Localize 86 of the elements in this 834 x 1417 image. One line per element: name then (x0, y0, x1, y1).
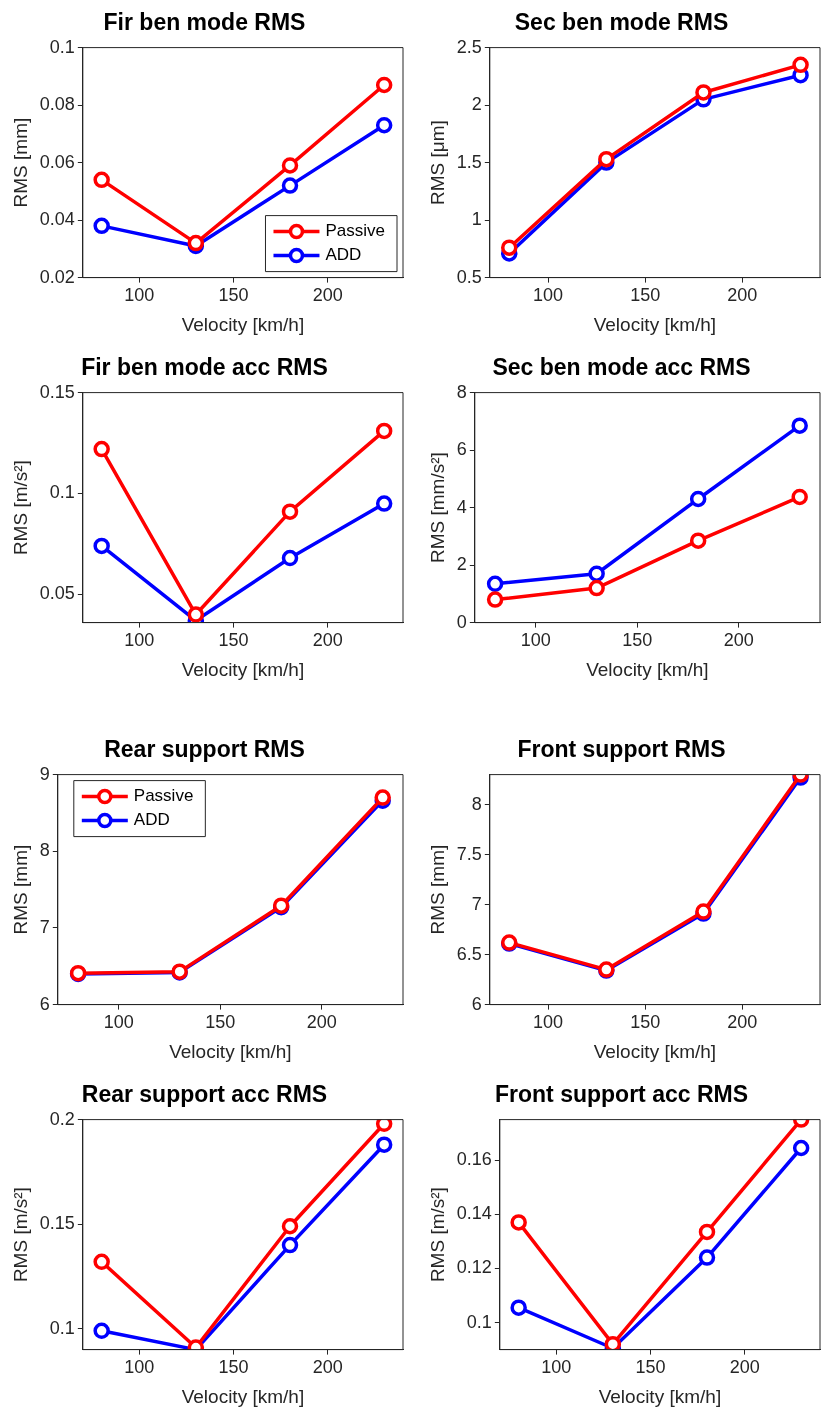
y-axis-title: RMS [m/s²] (9, 1187, 31, 1283)
y-tick-label: 1.5 (456, 151, 482, 172)
y-tick-label: 4 (456, 496, 467, 517)
x-tick-label: 150 (205, 1012, 236, 1033)
y-tick-label: 0.16 (456, 1149, 492, 1170)
chart-title: Rear support RMS (104, 736, 305, 763)
y-tick-label: 0.5 (456, 266, 482, 287)
y-tick-label: 8 (471, 793, 482, 814)
y-tick-label: 2 (471, 94, 482, 115)
x-axis-title: Velocity [km/h] (586, 658, 709, 680)
y-tick-label: 0.12 (456, 1257, 492, 1278)
y-tick-label: 2.5 (456, 36, 482, 57)
y-axis-title: RMS [mm] (426, 844, 448, 935)
y-tick-label: 6 (456, 439, 467, 460)
y-axis-title: RMS [μm] (426, 120, 448, 206)
y-tick-label: 7 (471, 893, 482, 914)
chart-title: Sec ben mode RMS (514, 9, 729, 36)
y-tick-label: 0.2 (49, 1108, 75, 1129)
y-tick-label: 0.1 (466, 1311, 492, 1332)
x-tick-label: 200 (727, 285, 758, 306)
y-axis-title: RMS [mm] (9, 117, 31, 208)
y-axis-title: RMS [m/s²] (9, 460, 31, 556)
x-tick-label: 150 (622, 630, 653, 651)
chart-title: Sec ben mode acc RMS (492, 354, 751, 381)
x-tick-label: 100 (541, 1357, 572, 1378)
y-tick-label: 0.1 (49, 36, 75, 57)
y-tick-label: 7 (39, 916, 50, 937)
chart-title: Front support RMS (517, 736, 726, 763)
y-tick-label: 0.14 (456, 1203, 492, 1224)
x-axis-title: Velocity [km/h] (593, 313, 717, 335)
y-tick-label: 0.1 (49, 1317, 75, 1338)
y-tick-label: 0.1 (49, 482, 75, 503)
chart-title: Fir ben mode RMS (103, 9, 306, 36)
x-axis-title: Velocity [km/h] (181, 658, 305, 680)
y-tick-label: 6.5 (456, 943, 482, 964)
x-tick-label: 200 (729, 1357, 760, 1378)
y-axis-title: RMS [mm] (9, 844, 31, 935)
x-tick-label: 150 (630, 285, 661, 306)
x-axis-title: Velocity [km/h] (593, 1040, 717, 1062)
legend-label: ADD (133, 810, 170, 830)
chart-title: Rear support acc RMS (81, 1081, 328, 1108)
y-tick-label: 0.15 (39, 381, 75, 402)
x-tick-label: 200 (312, 285, 343, 306)
y-tick-label: 6 (39, 993, 50, 1014)
x-tick-label: 100 (124, 630, 155, 651)
legend-label: Passive (133, 786, 194, 806)
y-tick-label: 9 (39, 763, 50, 784)
x-tick-label: 150 (218, 285, 249, 306)
y-tick-label: 0.04 (39, 209, 75, 230)
y-tick-label: 7.5 (456, 843, 482, 864)
x-tick-label: 100 (520, 630, 551, 651)
x-tick-label: 200 (312, 1357, 343, 1378)
y-tick-label: 0.02 (39, 266, 75, 287)
y-axis-title: RMS [mm/s²] (426, 452, 448, 564)
x-tick-label: 150 (635, 1357, 666, 1378)
x-tick-label: 200 (312, 630, 343, 651)
y-tick-label: 0.08 (39, 94, 75, 115)
x-tick-label: 150 (218, 630, 249, 651)
y-tick-label: 0.05 (39, 583, 75, 604)
y-tick-label: 6 (471, 993, 482, 1014)
y-tick-label: 0.15 (39, 1213, 75, 1234)
x-tick-label: 150 (630, 1012, 661, 1033)
chart-title: Front support acc RMS (494, 1081, 749, 1108)
y-tick-label: 8 (39, 840, 50, 861)
legend-label: Passive (325, 221, 386, 241)
y-tick-label: 0.06 (39, 151, 75, 172)
chart-title: Fir ben mode acc RMS (81, 354, 328, 381)
x-axis-title: Velocity [km/h] (181, 313, 305, 335)
x-tick-label: 100 (124, 1357, 155, 1378)
x-tick-label: 200 (306, 1012, 337, 1033)
x-axis-title: Velocity [km/h] (169, 1040, 292, 1062)
x-tick-label: 150 (218, 1357, 249, 1378)
x-tick-label: 100 (103, 1012, 134, 1033)
x-tick-label: 100 (533, 285, 564, 306)
x-axis-title: Velocity [km/h] (598, 1385, 722, 1407)
x-tick-label: 200 (727, 1012, 758, 1033)
x-tick-label: 100 (124, 285, 155, 306)
x-tick-label: 100 (533, 1012, 564, 1033)
y-tick-label: 2 (456, 554, 467, 575)
y-tick-label: 0 (456, 611, 467, 632)
x-tick-label: 200 (723, 630, 754, 651)
x-axis-title: Velocity [km/h] (181, 1385, 305, 1407)
y-tick-label: 1 (471, 209, 482, 230)
legend-label: ADD (325, 245, 362, 265)
y-tick-label: 8 (456, 381, 467, 402)
y-axis-title: RMS [m/s²] (426, 1187, 448, 1283)
